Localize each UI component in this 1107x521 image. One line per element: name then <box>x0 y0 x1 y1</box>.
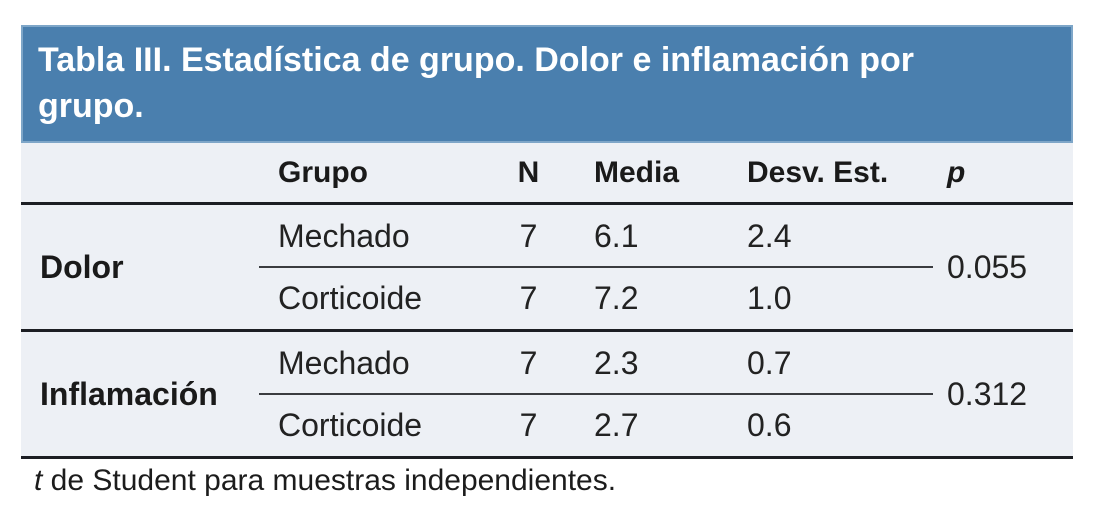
subrow-divider <box>259 266 933 268</box>
cell-n: 7 <box>519 217 538 254</box>
table-body: Grupo N Media Desv. Est. p Dolor Mechado… <box>21 143 1073 459</box>
cell-n: 7 <box>519 344 538 381</box>
column-header-empty <box>21 143 259 202</box>
cell-desv: 0.6 <box>747 406 792 443</box>
table-title: Tabla III. Estadística de grupo. Dolor e… <box>21 25 1073 143</box>
cell-grupo: Corticoide <box>278 279 423 316</box>
column-header-p: p <box>947 155 966 189</box>
column-header-media: Media <box>594 155 680 189</box>
cell-grupo: Mechado <box>278 344 410 381</box>
table-footnote: t de Student para muestras independiente… <box>34 464 616 498</box>
cell-media: 6.1 <box>594 217 639 254</box>
cell-n: 7 <box>519 406 538 443</box>
column-header-grupo: Grupo <box>278 155 368 189</box>
column-header-desv-est: Desv. Est. <box>747 155 889 189</box>
row-group-inflamacion: Inflamación Mechado 7 2.3 0.7 Corticoide… <box>21 332 1073 459</box>
cell-p-value: 0.055 <box>947 248 1028 285</box>
cell-desv: 2.4 <box>747 217 792 254</box>
subrow-divider <box>259 393 933 395</box>
cell-desv: 1.0 <box>747 279 792 316</box>
table-card: Tabla III. Estadística de grupo. Dolor e… <box>21 25 1073 459</box>
table-header-row: Grupo N Media Desv. Est. p <box>21 143 1073 205</box>
row-group-label: Dolor <box>40 248 124 285</box>
row-group-label: Inflamación <box>40 375 218 412</box>
column-header-n: N <box>517 155 540 189</box>
cell-desv: 0.7 <box>747 344 792 381</box>
footnote-t-symbol: t <box>34 464 43 497</box>
cell-grupo: Mechado <box>278 217 410 254</box>
cell-media: 2.3 <box>594 344 639 381</box>
cell-media: 7.2 <box>594 279 639 316</box>
cell-n: 7 <box>519 279 538 316</box>
row-group-dolor: Dolor Mechado 7 6.1 2.4 Corticoide 7 7.2… <box>21 205 1073 332</box>
footnote-text: de Student para muestras independientes. <box>42 464 617 497</box>
cell-grupo: Corticoide <box>278 406 423 443</box>
cell-media: 2.7 <box>594 406 639 443</box>
cell-p-value: 0.312 <box>947 375 1028 412</box>
